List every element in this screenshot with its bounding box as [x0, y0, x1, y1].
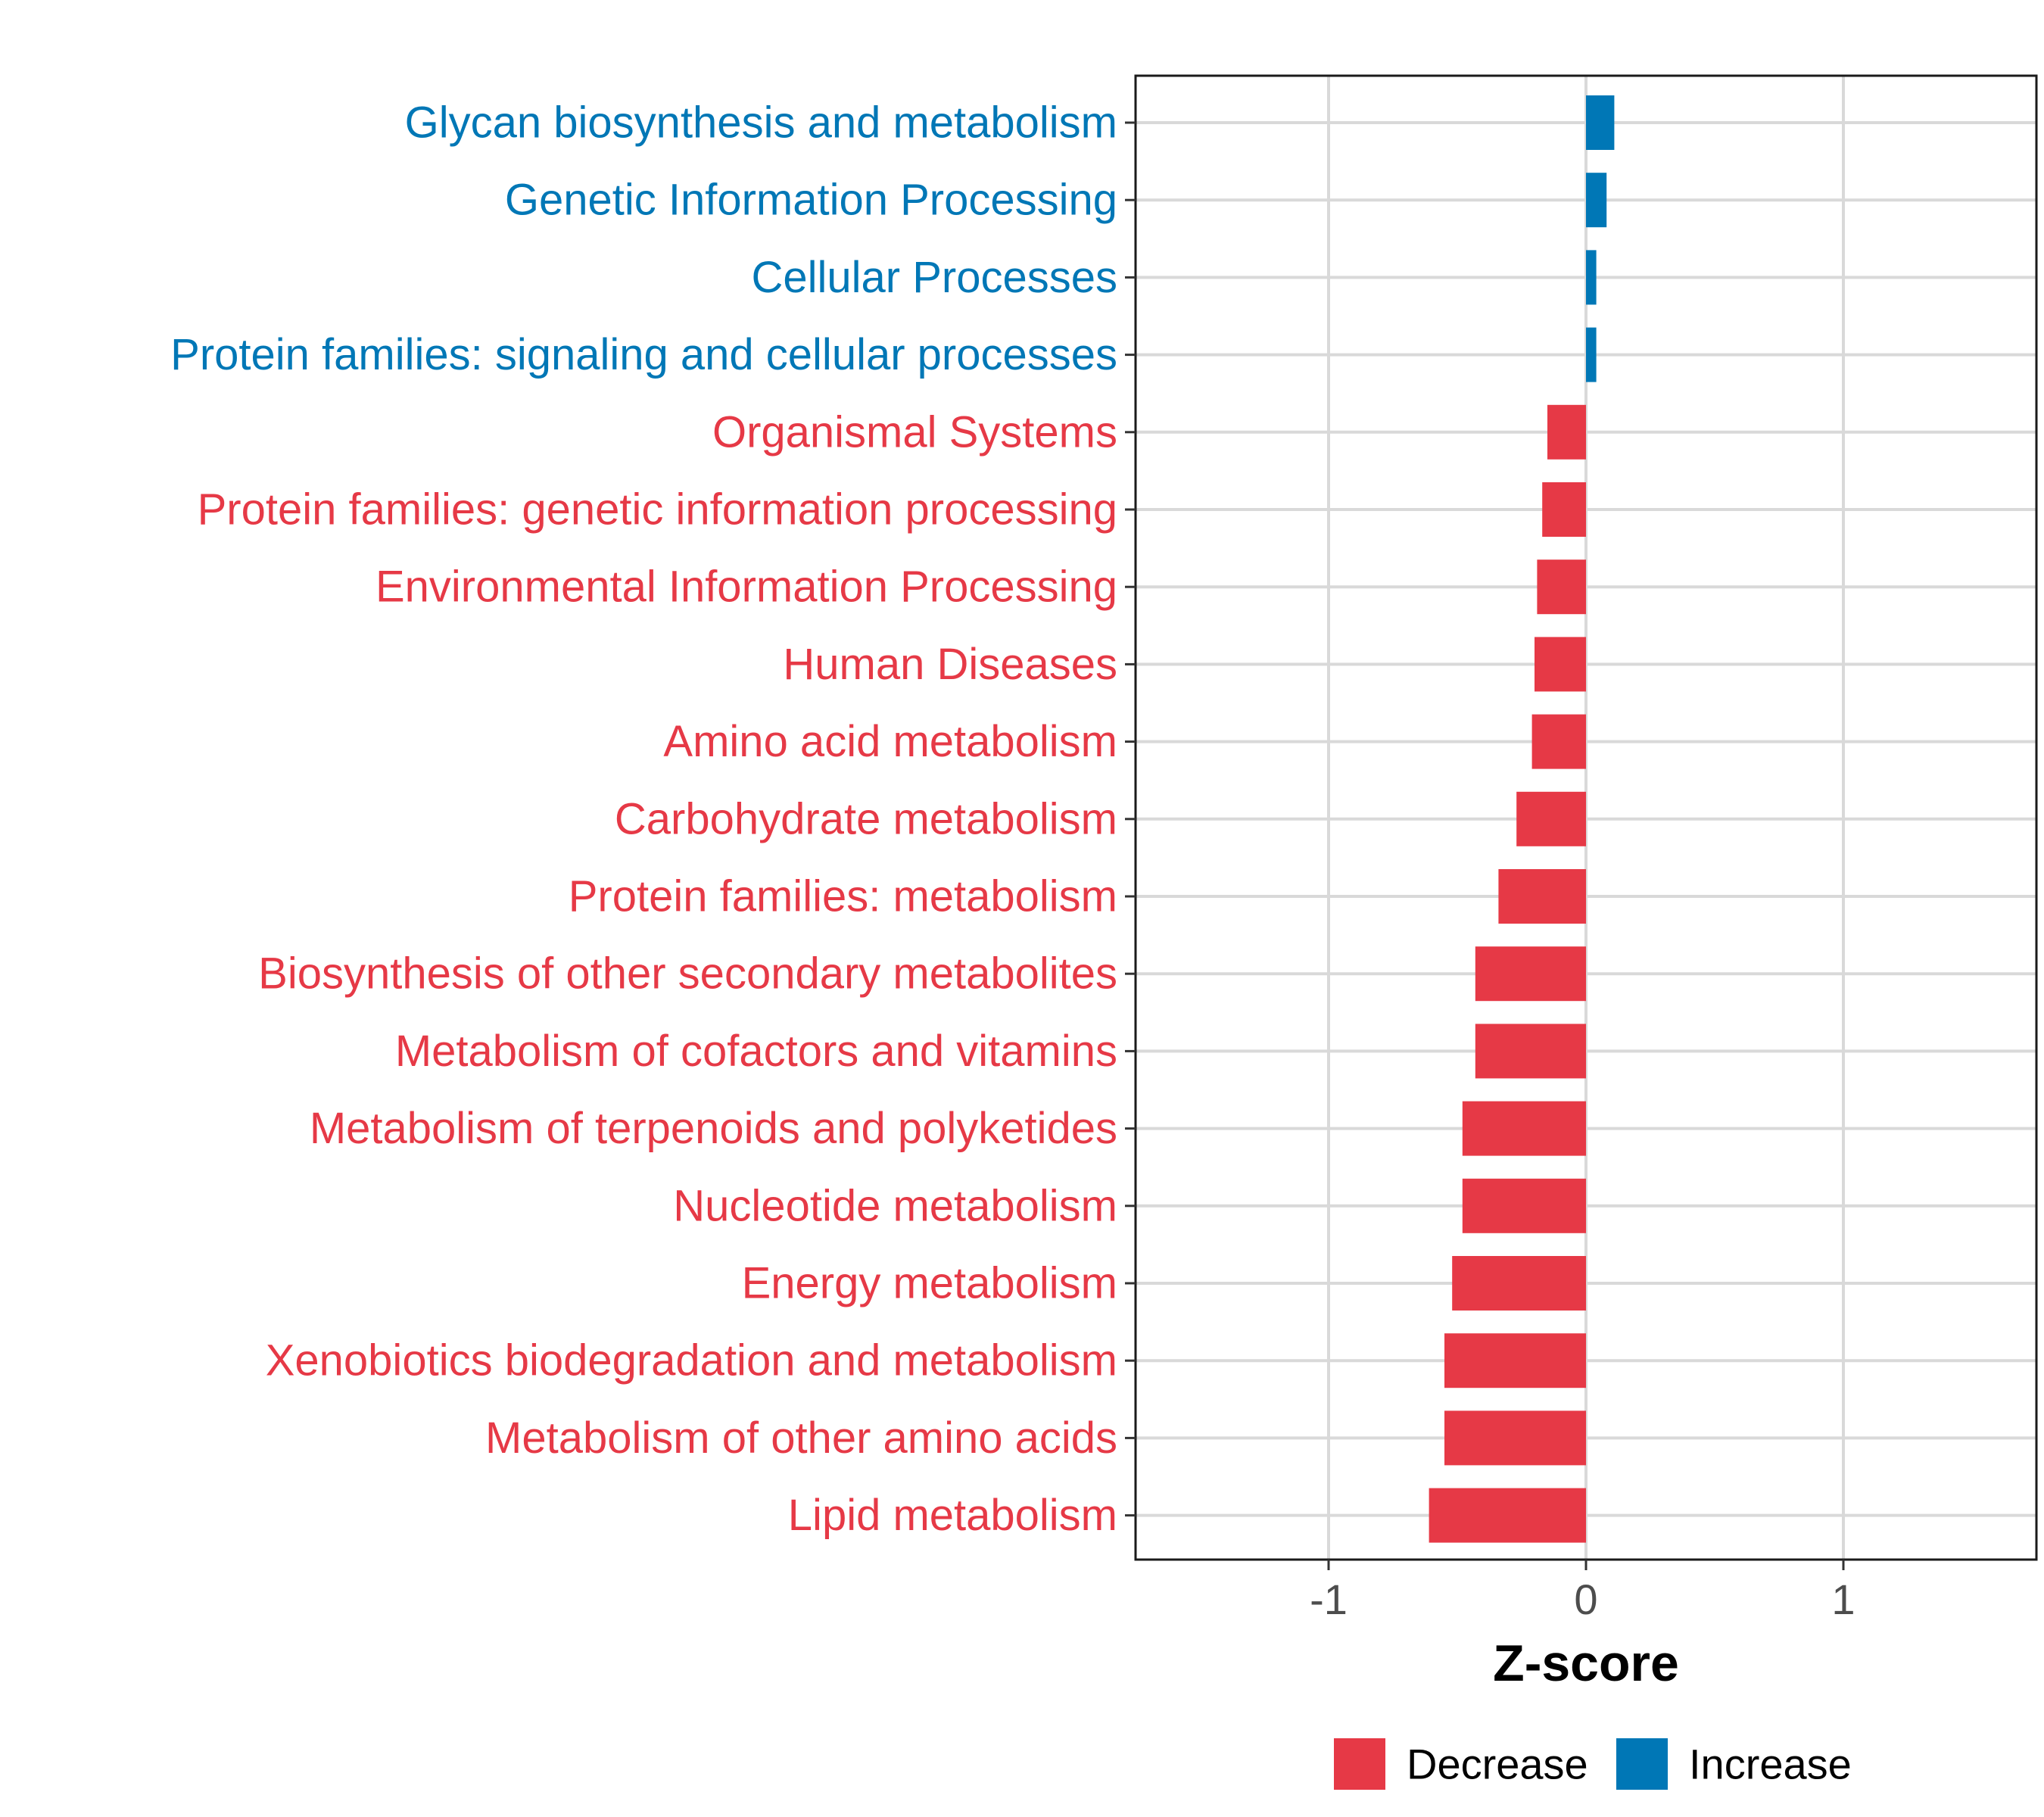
- y-tick-label: Xenobiotics biodegradation and metabolis…: [266, 1336, 1117, 1385]
- y-axis-ticks: [1125, 121, 1136, 1517]
- x-tick-label: -1: [1310, 1575, 1348, 1623]
- y-tick-label: Protein families: signaling and cellular…: [170, 330, 1117, 379]
- legend-label-decrease: Decrease: [1407, 1741, 1588, 1788]
- bar-decrease: [1475, 1024, 1586, 1079]
- bar-decrease: [1498, 869, 1586, 924]
- bar-decrease: [1475, 946, 1586, 1002]
- legend-swatch-decrease: [1334, 1738, 1385, 1790]
- y-tick-label: Metabolism of cofactors and vitamins: [395, 1027, 1117, 1076]
- y-tick-label: Biosynthesis of other secondary metaboli…: [258, 949, 1117, 999]
- y-tick-label: Protein families: genetic information pr…: [198, 485, 1117, 535]
- y-tick-label: Organismal Systems: [712, 407, 1117, 457]
- x-axis-labels: -1 0 1: [1310, 1575, 1855, 1623]
- bar-decrease: [1516, 791, 1586, 846]
- y-tick-label: Protein families: metabolism: [569, 872, 1117, 921]
- bar-increase: [1586, 250, 1597, 305]
- y-tick-label: Human Diseases: [783, 640, 1117, 689]
- y-tick-label: Energy metabolism: [742, 1259, 1117, 1308]
- bar-decrease: [1452, 1256, 1586, 1311]
- bar-decrease: [1531, 714, 1586, 769]
- y-tick-label: Amino acid metabolism: [663, 717, 1117, 766]
- y-axis-labels: Glycan biosynthesis and metabolism Geneti…: [170, 98, 1117, 1541]
- y-tick-label: Metabolism of other amino acids: [485, 1413, 1117, 1463]
- y-tick-label: Carbohydrate metabolism: [615, 794, 1117, 843]
- y-tick-label: Glycan biosynthesis and metabolism: [405, 98, 1117, 148]
- y-tick-label: Lipid metabolism: [788, 1491, 1117, 1540]
- bar-decrease: [1537, 559, 1586, 615]
- bar-decrease: [1547, 404, 1586, 460]
- bar-decrease: [1462, 1101, 1586, 1156]
- legend-swatch-increase: [1616, 1738, 1668, 1790]
- bar-increase: [1586, 327, 1597, 382]
- legend: Decrease Increase: [1334, 1738, 1852, 1790]
- bar-increase: [1586, 173, 1607, 228]
- y-tick-label: Cellular Processes: [751, 253, 1117, 302]
- y-tick-label: Nucleotide metabolism: [673, 1181, 1117, 1230]
- bar-increase: [1586, 95, 1615, 150]
- bar-decrease: [1535, 637, 1586, 692]
- bar-decrease: [1444, 1333, 1586, 1388]
- bar-decrease: [1429, 1488, 1586, 1543]
- x-tick-label: 1: [1831, 1575, 1855, 1623]
- legend-label-increase: Increase: [1689, 1741, 1852, 1788]
- bar-decrease: [1444, 1410, 1586, 1466]
- x-tick-label: 0: [1574, 1575, 1597, 1623]
- bars: [1429, 95, 1615, 1543]
- bar-decrease: [1542, 482, 1586, 537]
- y-tick-label: Metabolism of terpenoids and polyketides: [310, 1104, 1117, 1153]
- bar-decrease: [1462, 1178, 1586, 1233]
- y-tick-label: Environmental Information Processing: [375, 563, 1117, 612]
- x-axis-title: Z-score: [1493, 1635, 1679, 1692]
- x-axis-ticks: [1327, 1560, 1845, 1570]
- y-tick-label: Genetic Information Processing: [505, 176, 1117, 225]
